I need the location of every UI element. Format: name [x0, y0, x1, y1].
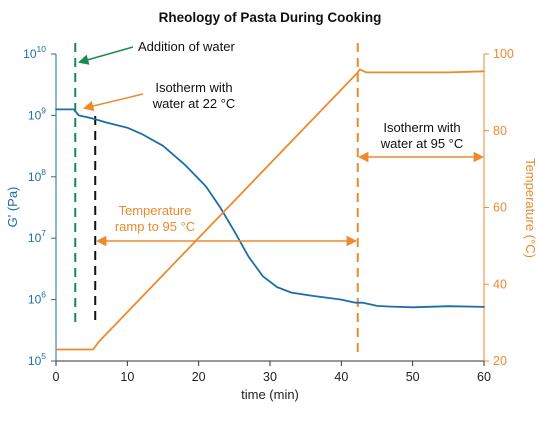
left-y-axis-label: G' (Pa)	[5, 187, 20, 228]
left-y-tick-label: 107	[28, 228, 46, 245]
left-y-tick-label: 105	[28, 351, 46, 368]
x-tick-label: 20	[192, 370, 206, 384]
x-tick-label: 60	[477, 370, 491, 384]
x-tick-label: 10	[120, 370, 134, 384]
right-y-tick-label: 40	[493, 277, 507, 291]
x-tick-label: 40	[334, 370, 348, 384]
temperature-series-line	[55, 68, 485, 351]
temperature-ramp-label-line2: ramp to 95 °C	[115, 219, 195, 234]
isotherm-95-label-line1: Isotherm with	[383, 120, 460, 135]
right-y-tick-label: 80	[493, 124, 507, 138]
addition-of-water-label: Addition of water	[138, 39, 236, 54]
isotherm-22-label-line1: Isotherm with	[155, 80, 232, 95]
left-y-tick-label: 106	[28, 290, 46, 307]
x-tick-label: 0	[53, 370, 60, 384]
right-y-tick-label: 20	[493, 354, 507, 368]
left-y-tick-label: 1010	[23, 44, 46, 61]
isotherm-22-label-line2: water at 22 °C	[152, 96, 236, 111]
x-tick-label: 30	[263, 370, 277, 384]
left-y-tick-label: 108	[28, 167, 46, 184]
g-prime-series-line	[55, 108, 485, 309]
chart-title: Rheology of Pasta During Cooking	[159, 10, 382, 25]
right-y-axis-label: Temperature (°C)	[523, 158, 538, 258]
right-y-tick-label: 100	[493, 47, 514, 61]
isotherm-95-label-line2: water at 95 °C	[380, 136, 464, 151]
x-tick-label: 50	[406, 370, 420, 384]
left-y-tick-label: 109	[28, 105, 46, 122]
x-axis-label: time (min)	[241, 387, 299, 402]
addition-of-water-arrow	[77, 46, 134, 65]
temperature-ramp-label-line1: Temperature	[119, 203, 192, 218]
isotherm-22-arrow	[82, 93, 144, 112]
right-y-tick-label: 60	[493, 201, 507, 215]
